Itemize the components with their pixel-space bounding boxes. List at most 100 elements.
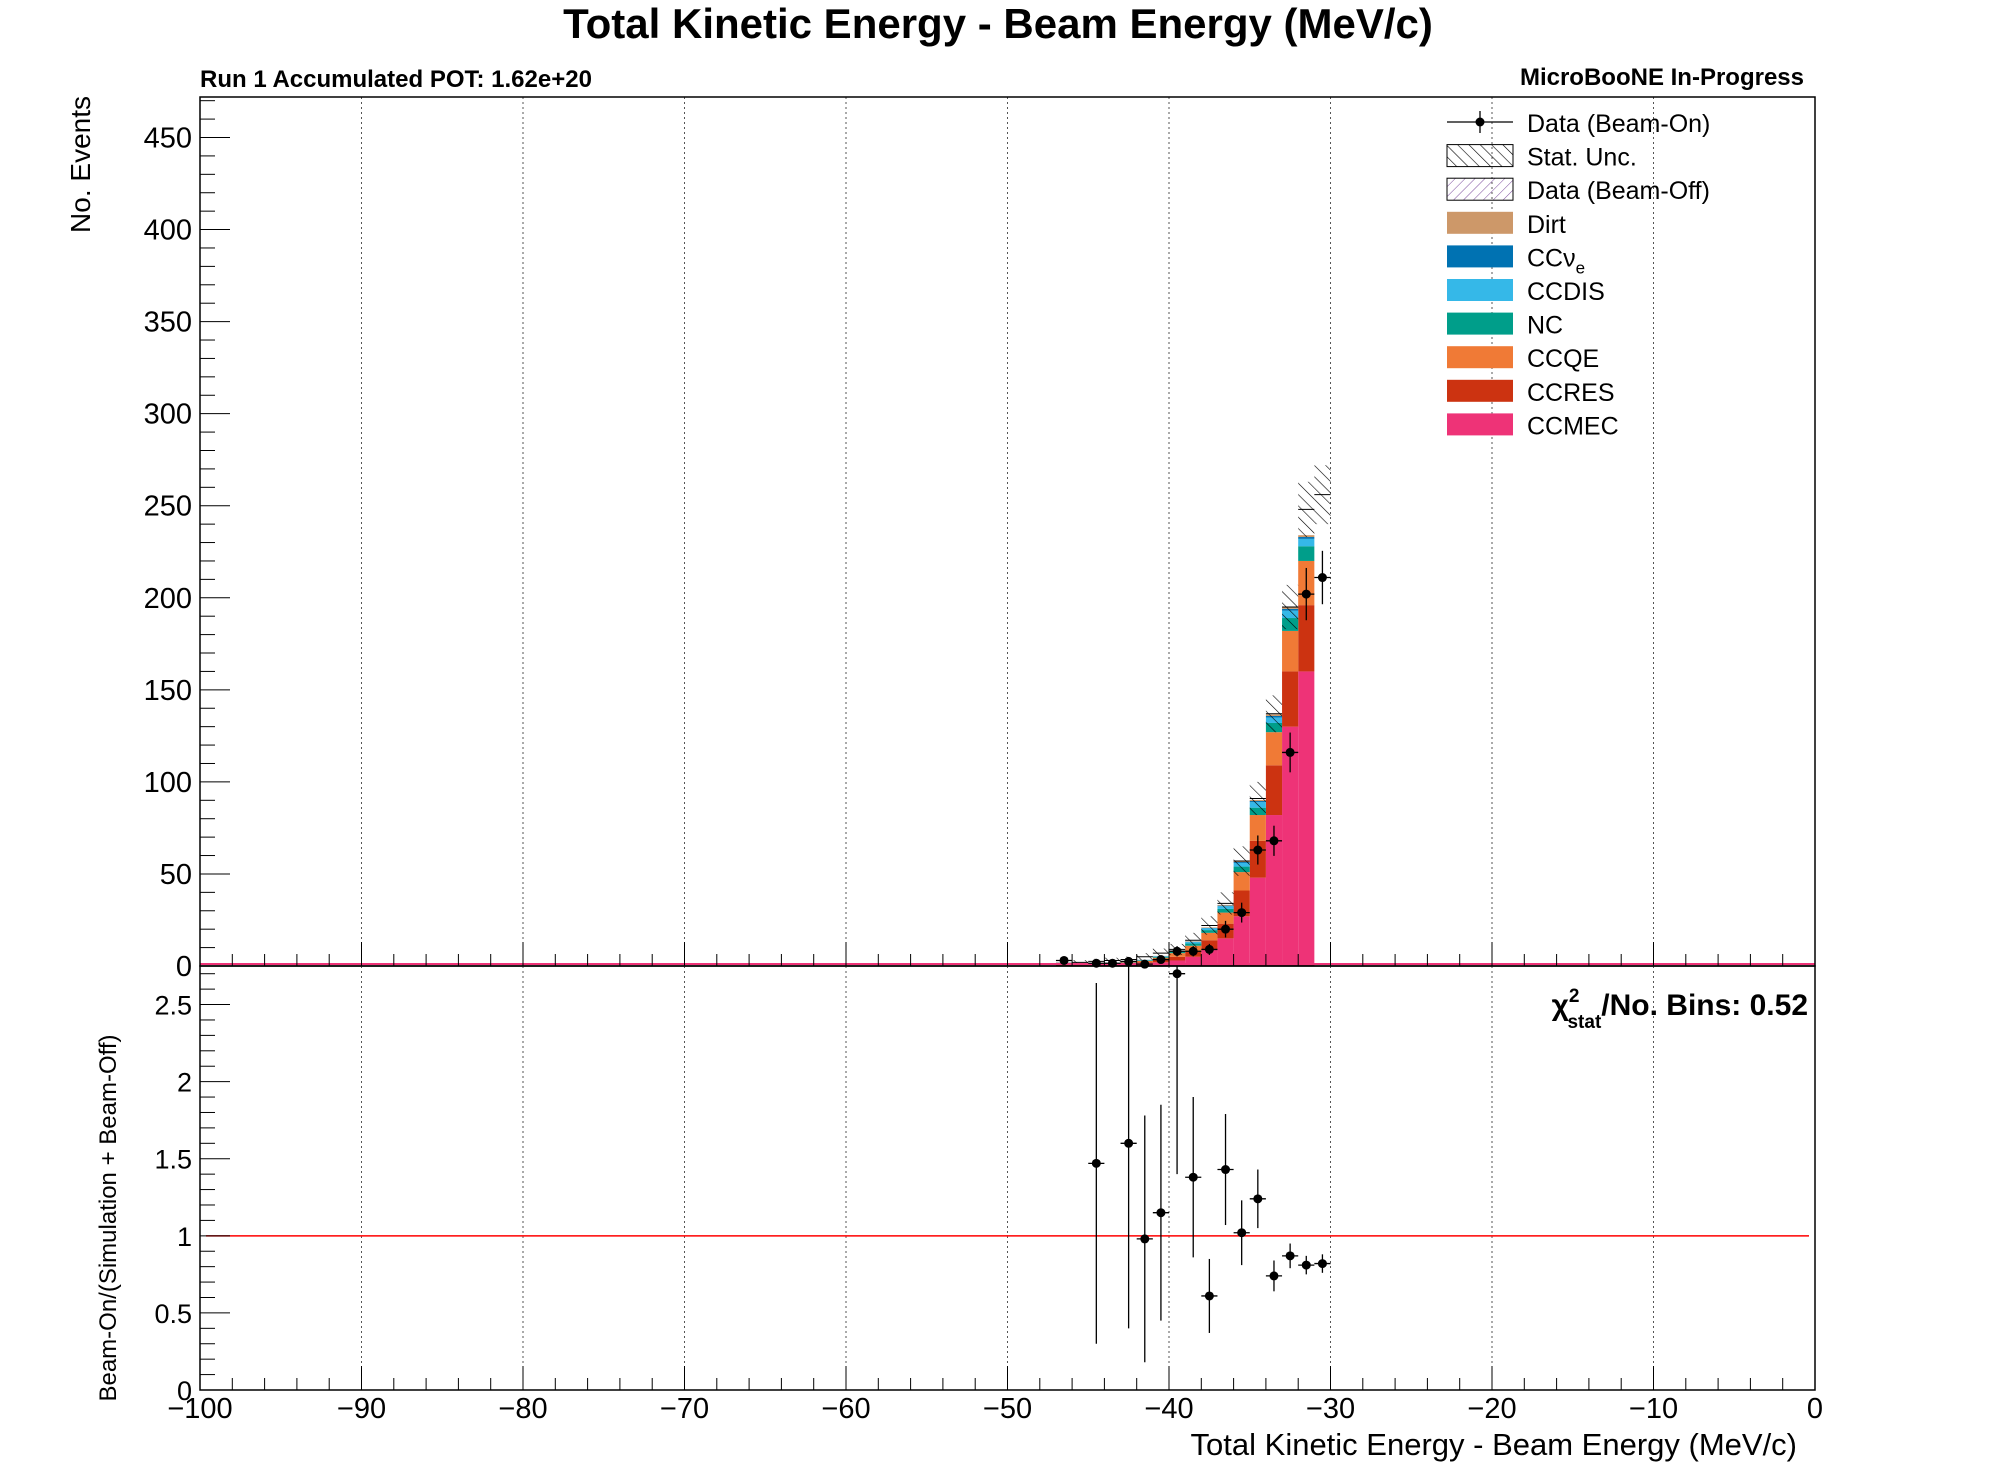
ratio-point <box>1172 969 1182 979</box>
ratio-point <box>1188 1172 1198 1182</box>
legend-purple-hatch-swatch <box>1446 177 1514 201</box>
x-tick-label: −30 <box>1306 1393 1355 1425</box>
y-tick-label: 250 <box>144 491 192 523</box>
bottom-gridlines <box>361 966 1654 1390</box>
legend-swatch-ccdis <box>1447 279 1513 301</box>
data-point <box>1059 955 1069 965</box>
ratio-point <box>1140 1234 1150 1244</box>
bar-ccres <box>1282 671 1299 727</box>
data-point <box>1156 955 1166 965</box>
ratio-point <box>1091 1158 1101 1168</box>
data-point <box>1172 946 1182 956</box>
bar-ccnue <box>1298 537 1315 539</box>
x-tick-label: −50 <box>983 1393 1032 1425</box>
stacked-histogram <box>1055 535 1315 966</box>
legend-label-text: CCMEC <box>1527 412 1619 440</box>
ratio-point <box>1124 1138 1134 1148</box>
data-point <box>1269 836 1279 846</box>
bar-ccres <box>1265 765 1283 816</box>
bar-ccres <box>1055 964 1073 966</box>
legend-label: Dirt <box>1527 211 1566 239</box>
legend-label-text: CCDIS <box>1527 278 1605 306</box>
bar-ccmec <box>1217 938 1234 966</box>
legend-hatch-swatch <box>1446 144 1514 168</box>
top-y-axis: 0 50 100 150 200 250 300 350 400 450 <box>144 100 230 983</box>
ratio-point <box>1269 1271 1279 1281</box>
legend-label: CCDIS <box>1527 278 1605 306</box>
bar-ccres <box>1298 605 1315 672</box>
y-tick-label: 350 <box>144 307 192 339</box>
legend-label: Data (Beam-Off) <box>1527 177 1710 205</box>
chi2-symbol: χ <box>1552 989 1570 1022</box>
bar-ccdis <box>1298 538 1315 547</box>
x-tick-label: −40 <box>1144 1393 1193 1425</box>
chi2-superscript: 2 <box>1569 986 1580 1007</box>
x-tick-label: −100 <box>167 1393 232 1425</box>
stat-unc-band <box>200 465 1815 966</box>
legend-swatch-ccnue <box>1447 245 1513 268</box>
data-point <box>1124 956 1134 966</box>
legend-label: CCνe <box>1527 244 1585 277</box>
bar-ccqe <box>1233 872 1250 891</box>
legend-label-text: Data (Beam-Off) <box>1527 177 1710 205</box>
x-tick-label: −80 <box>498 1393 547 1425</box>
y-tick-label: 1 <box>177 1222 192 1252</box>
y-tick-label: 200 <box>144 583 192 615</box>
x-axis-label: Total Kinetic Energy - Beam Energy (MeV/… <box>1191 1427 1797 1462</box>
x-tick-label: 0 <box>1807 1393 1823 1425</box>
bar-ccres <box>1169 956 1186 961</box>
y-tick-label: 300 <box>144 399 192 431</box>
bar-ccqe <box>1265 732 1283 766</box>
legend-label-text: Data (Beam-On) <box>1527 110 1710 138</box>
chart-title: Total Kinetic Energy - Beam Energy (MeV/… <box>563 0 1433 47</box>
legend-label-text: CCRES <box>1527 379 1615 407</box>
legend-label: CCMEC <box>1527 412 1619 440</box>
data-point <box>1237 908 1247 918</box>
chi2-text: /No. Bins: 0.52 <box>1601 989 1808 1022</box>
top-y-axis-label: No. Events <box>65 96 96 233</box>
y-tick-label: 2.5 <box>154 991 192 1021</box>
legend-swatch-ccqe <box>1447 346 1513 369</box>
legend-label-text: Stat. Unc. <box>1527 144 1637 172</box>
data-point <box>1253 845 1263 855</box>
legend-label-sub: e <box>1576 258 1585 277</box>
x-tick-label: −60 <box>821 1393 870 1425</box>
bar-nc <box>1298 546 1315 561</box>
legend-swatch-ccmec <box>1447 413 1513 436</box>
legend-label-text: NC <box>1527 312 1563 340</box>
legend-swatch-dirt <box>1447 211 1513 234</box>
bottom-panel: 00.511.522.5 −100 −90 −80 −70 −60 −50 −40 −30 −2… <box>95 942 1823 1462</box>
ratio-point <box>1221 1165 1231 1175</box>
x-tick-label: −10 <box>1629 1393 1678 1425</box>
ratio-point <box>1317 1259 1327 1269</box>
y-tick-label: 400 <box>144 215 192 247</box>
data-point <box>1204 944 1214 954</box>
legend-swatch-nc <box>1447 312 1513 335</box>
y-tick-label: 2 <box>177 1068 192 1098</box>
ratio-point <box>1285 1251 1295 1261</box>
legend-swatch-ccres <box>1447 379 1513 402</box>
y-tick-label: 50 <box>160 859 192 891</box>
bar-ccqe <box>1217 912 1234 924</box>
legend-label: NC <box>1527 312 1563 340</box>
legend-label-text: Dirt <box>1527 211 1566 239</box>
x-tick-label: −20 <box>1467 1393 1516 1425</box>
data-point <box>1140 959 1150 969</box>
data-point <box>1221 924 1231 934</box>
bar-ccmec <box>1298 671 1315 966</box>
data-point <box>1317 573 1327 583</box>
bar-ccqe <box>1249 815 1266 841</box>
data-points <box>1055 550 1331 969</box>
y-tick-label: 1.5 <box>154 1145 192 1175</box>
run-pot-label: Run 1 Accumulated POT: 1.62e+20 <box>200 66 592 93</box>
ratio-points <box>1088 966 1331 1363</box>
legend-label-text: CCQE <box>1527 345 1599 373</box>
y-tick-label: 450 <box>144 123 192 155</box>
y-tick-label: 0.5 <box>154 1299 192 1329</box>
bottom-y-axis-label: Beam-On/(Simulation + Beam-Off) <box>95 1034 122 1401</box>
bar-ccmec <box>1249 877 1266 966</box>
data-point <box>1301 589 1311 599</box>
ratio-point <box>1301 1260 1311 1270</box>
bar-ccqe <box>1282 630 1299 672</box>
